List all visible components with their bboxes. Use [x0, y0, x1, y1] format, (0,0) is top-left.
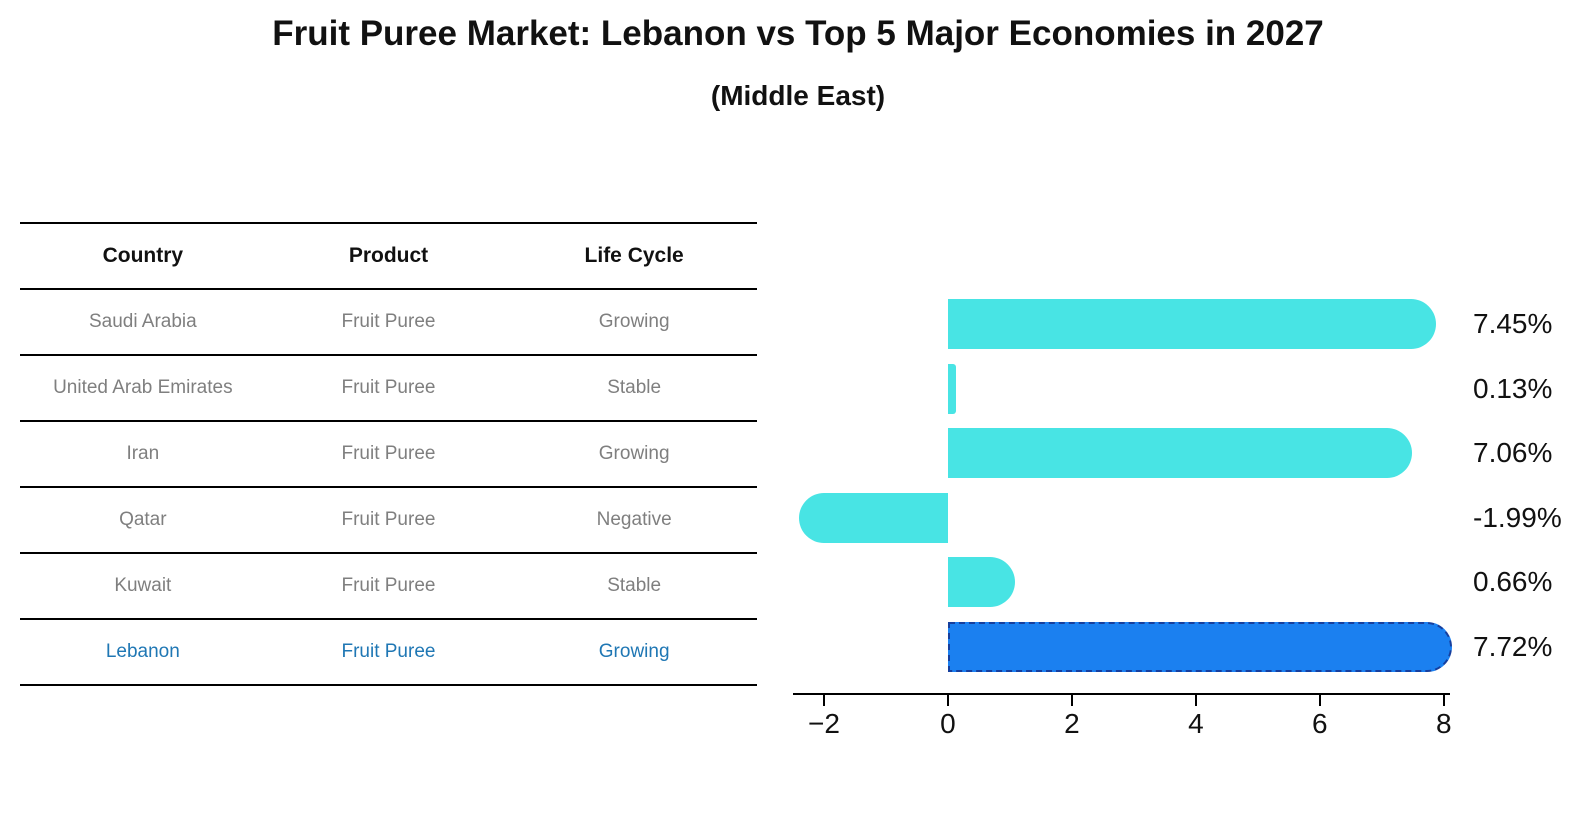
country-cell: United Arab Emirates — [53, 377, 233, 398]
table-row-border — [20, 420, 757, 422]
product-cell: Fruit Puree — [341, 311, 436, 332]
country-table: Country Product Life Cycle Saudi Arabia F… — [20, 222, 757, 686]
x-tick-label: 2 — [1064, 708, 1080, 739]
product-cell: Fruit Puree — [341, 641, 436, 662]
bar-saudi-arabia — [947, 299, 1436, 349]
x-tick-label: −2 — [808, 708, 840, 739]
bar-kuwait — [947, 557, 1015, 607]
x-tick-label: 8 — [1436, 708, 1452, 739]
life-cycle-cell: Negative — [596, 509, 672, 530]
x-tick-label: 4 — [1188, 708, 1204, 739]
value-label-united-arab-emirates: 0.13% — [1473, 372, 1553, 404]
page-title: Fruit Puree Market: Lebanon vs Top 5 Maj… — [272, 14, 1324, 53]
life-cycle-cell: Stable — [607, 575, 662, 596]
bar-iran — [947, 428, 1412, 478]
x-tick-label: 0 — [940, 708, 956, 739]
value-label-iran: 7.06% — [1473, 437, 1553, 468]
product-cell: Fruit Puree — [341, 509, 436, 530]
country-cell: Iran — [126, 443, 160, 464]
value-label-qatar: -1.99% — [1473, 501, 1562, 533]
country-cell: Kuwait — [114, 575, 172, 596]
value-label-kuwait: 0.66% — [1473, 566, 1553, 597]
product-cell: Fruit Puree — [341, 575, 436, 596]
table-row-border — [20, 552, 757, 554]
value-label-lebanon: 7.72% — [1473, 630, 1553, 662]
x-tick-label: 6 — [1312, 708, 1328, 739]
table-header-country: Country — [102, 244, 184, 267]
table-row-border — [20, 486, 757, 488]
country-cell: Saudi Arabia — [88, 311, 197, 332]
x-tick-mark — [946, 695, 949, 706]
table-row-border — [20, 618, 757, 620]
table-body: Saudi Arabia Fruit Puree Growing United Ara… — [20, 290, 757, 686]
table-header-product: Product — [348, 244, 429, 267]
x-tick-mark — [822, 695, 825, 706]
product-cell: Fruit Puree — [341, 377, 436, 398]
table-row-kuwait: Kuwait Fruit Puree Stable — [20, 554, 757, 618]
x-tick-mark — [1194, 695, 1197, 706]
life-cycle-cell: Stable — [607, 377, 662, 398]
value-label-saudi-arabia: 7.45% — [1473, 308, 1553, 339]
page-subtitle: (Middle East) — [710, 80, 886, 111]
table-row-united-arab-emirates: United Arab Emirates Fruit Puree Stable — [20, 356, 757, 420]
bar-united-arab-emirates — [947, 363, 956, 414]
country-cell: Lebanon — [105, 641, 180, 662]
table-header-row: Country Product Life Cycle — [20, 224, 757, 288]
country-cell: Qatar — [119, 509, 167, 530]
life-cycle-cell: Growing — [598, 443, 670, 464]
table-row-lebanon: Lebanon Fruit Puree Growing — [20, 620, 757, 684]
life-cycle-cell: Growing — [598, 641, 670, 662]
x-tick-mark — [1318, 695, 1321, 706]
x-tick-mark — [1070, 695, 1073, 706]
table-row-saudi-arabia: Saudi Arabia Fruit Puree Growing — [20, 290, 757, 354]
table-row-border — [20, 354, 757, 356]
table-header-life-cycle: Life Cycle — [584, 244, 684, 267]
x-tick-mark — [1442, 695, 1445, 706]
table-row-border — [20, 684, 757, 686]
table-row-qatar: Qatar Fruit Puree Negative — [20, 488, 757, 552]
product-cell: Fruit Puree — [341, 443, 436, 464]
table-header-border — [20, 288, 757, 290]
x-axis-line — [793, 693, 1450, 695]
bar-lebanon — [947, 621, 1453, 672]
bar-qatar — [798, 492, 948, 543]
life-cycle-cell: Growing — [598, 311, 670, 332]
table-top-border — [20, 222, 757, 224]
table-row-iran: Iran Fruit Puree Growing — [20, 422, 757, 486]
